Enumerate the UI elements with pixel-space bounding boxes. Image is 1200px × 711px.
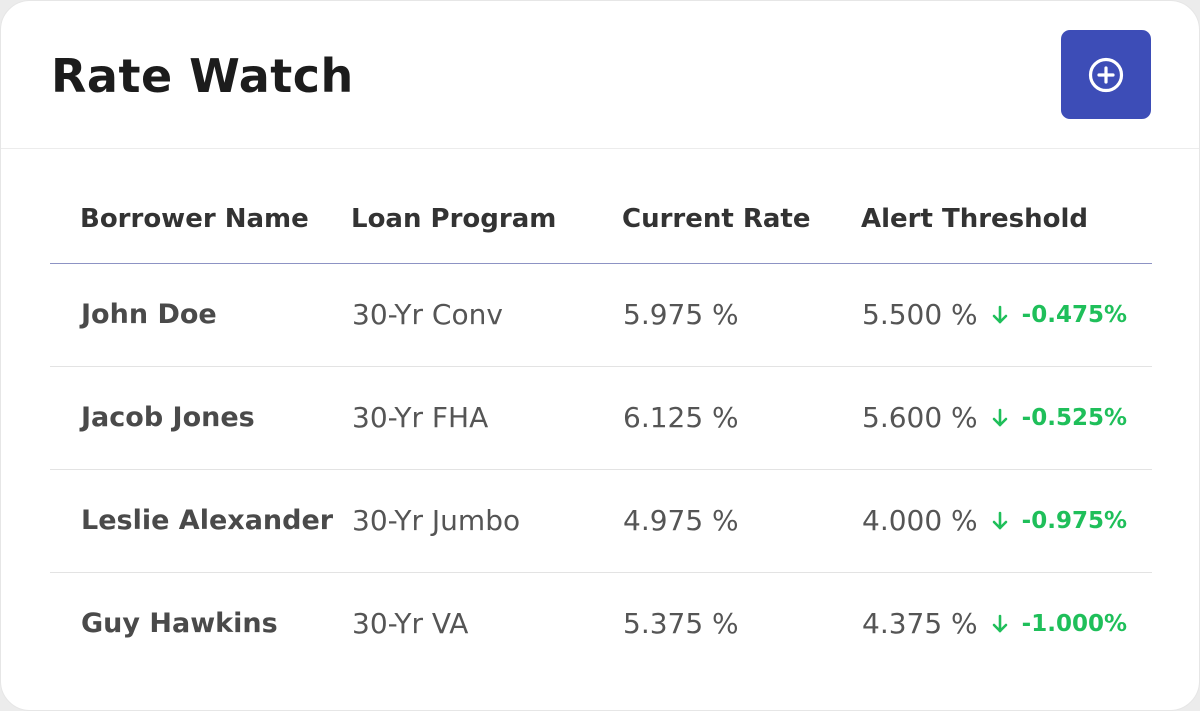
arrow-down-icon (992, 408, 1007, 427)
column-header-alert-threshold[interactable]: Alert Threshold (861, 204, 1089, 234)
borrower-name: Guy Hawkins (81, 608, 278, 639)
table-row[interactable]: John Doe 30-Yr Conv 5.975 % 5.500 % -0.4… (50, 264, 1152, 367)
borrower-name: Leslie Alexander (81, 505, 334, 536)
alert-threshold: 4.375 % (862, 607, 978, 640)
table-row[interactable]: Leslie Alexander 30-Yr Jumbo 4.975 % 4.0… (50, 470, 1152, 573)
loan-program: 30-Yr Jumbo (352, 504, 521, 537)
rate-delta: -0.975% (1021, 508, 1128, 534)
current-rate: 5.975 % (623, 298, 739, 331)
add-rate-watch-button[interactable] (1061, 30, 1151, 119)
alert-threshold-cell: 5.600 % -0.525% (862, 397, 1127, 439)
table-row[interactable]: Jacob Jones 30-Yr FHA 6.125 % 5.600 % -0… (50, 367, 1152, 470)
loan-program: 30-Yr Conv (352, 298, 503, 331)
alert-threshold-cell: 4.000 % -0.975% (862, 500, 1127, 542)
column-header-borrower-name[interactable]: Borrower Name (80, 204, 309, 234)
alert-threshold: 5.600 % (862, 401, 978, 434)
rate-delta: -0.525% (1021, 405, 1128, 431)
arrow-down-icon (992, 614, 1007, 633)
alert-threshold-cell: 5.500 % -0.475% (862, 294, 1127, 336)
rate-delta: -1.000% (1021, 611, 1128, 637)
table-row[interactable]: Guy Hawkins 30-Yr VA 5.375 % 4.375 % -1.… (50, 573, 1152, 676)
column-header-loan-program[interactable]: Loan Program (351, 204, 557, 234)
current-rate: 6.125 % (623, 401, 739, 434)
column-header-current-rate[interactable]: Current Rate (622, 204, 811, 234)
arrow-down-icon (992, 305, 1007, 324)
table-header: Borrower Name Loan Program Current Rate … (50, 181, 1152, 264)
current-rate: 5.375 % (623, 607, 739, 640)
alert-threshold: 5.500 % (862, 298, 978, 331)
arrow-down-icon (992, 511, 1007, 530)
plus-circle-icon (1088, 57, 1124, 92)
borrower-name: John Doe (81, 299, 217, 330)
page-title: Rate Watch (51, 49, 354, 103)
borrower-name: Jacob Jones (81, 402, 255, 433)
loan-program: 30-Yr VA (352, 607, 469, 640)
card-header: Rate Watch (1, 1, 1199, 149)
alert-threshold-cell: 4.375 % -1.000% (862, 603, 1127, 645)
rate-delta: -0.475% (1021, 302, 1128, 328)
current-rate: 4.975 % (623, 504, 739, 537)
loan-program: 30-Yr FHA (352, 401, 489, 434)
alert-threshold: 4.000 % (862, 504, 978, 537)
